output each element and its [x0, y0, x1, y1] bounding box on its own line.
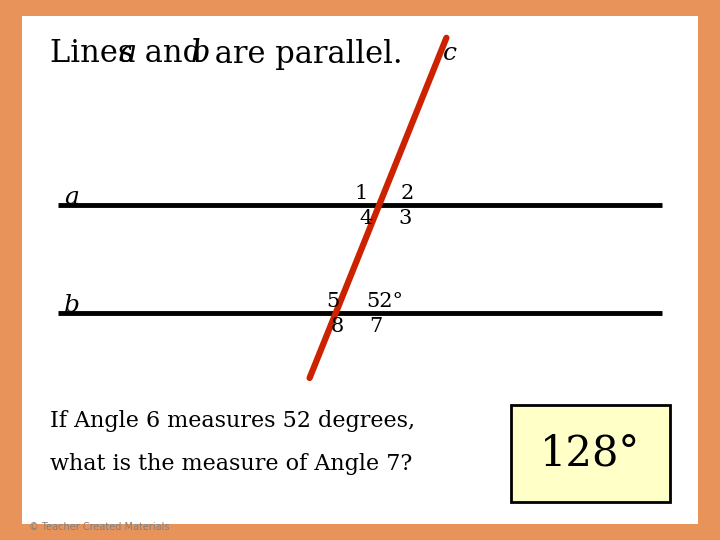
Text: 2: 2 — [400, 184, 413, 204]
Text: a: a — [119, 38, 137, 70]
Text: what is the measure of Angle 7?: what is the measure of Angle 7? — [50, 454, 413, 475]
Text: 3: 3 — [398, 208, 411, 228]
Text: 5: 5 — [326, 292, 339, 312]
Text: and: and — [135, 38, 212, 70]
Text: © Teacher Created Materials: © Teacher Created Materials — [29, 522, 169, 531]
Text: b: b — [64, 294, 80, 316]
Text: a: a — [65, 186, 79, 208]
Text: 4: 4 — [359, 208, 372, 228]
Text: are parallel.: are parallel. — [205, 38, 402, 70]
Text: 8: 8 — [330, 316, 343, 336]
Text: b: b — [191, 38, 210, 70]
Text: c: c — [443, 43, 457, 65]
Text: If Angle 6 measures 52 degrees,: If Angle 6 measures 52 degrees, — [50, 410, 415, 432]
Text: Lines: Lines — [50, 38, 144, 70]
Text: 1: 1 — [355, 184, 368, 204]
Text: 7: 7 — [369, 316, 382, 336]
Text: 52°: 52° — [366, 292, 403, 312]
Text: 128°: 128° — [540, 433, 641, 475]
FancyBboxPatch shape — [511, 405, 670, 502]
